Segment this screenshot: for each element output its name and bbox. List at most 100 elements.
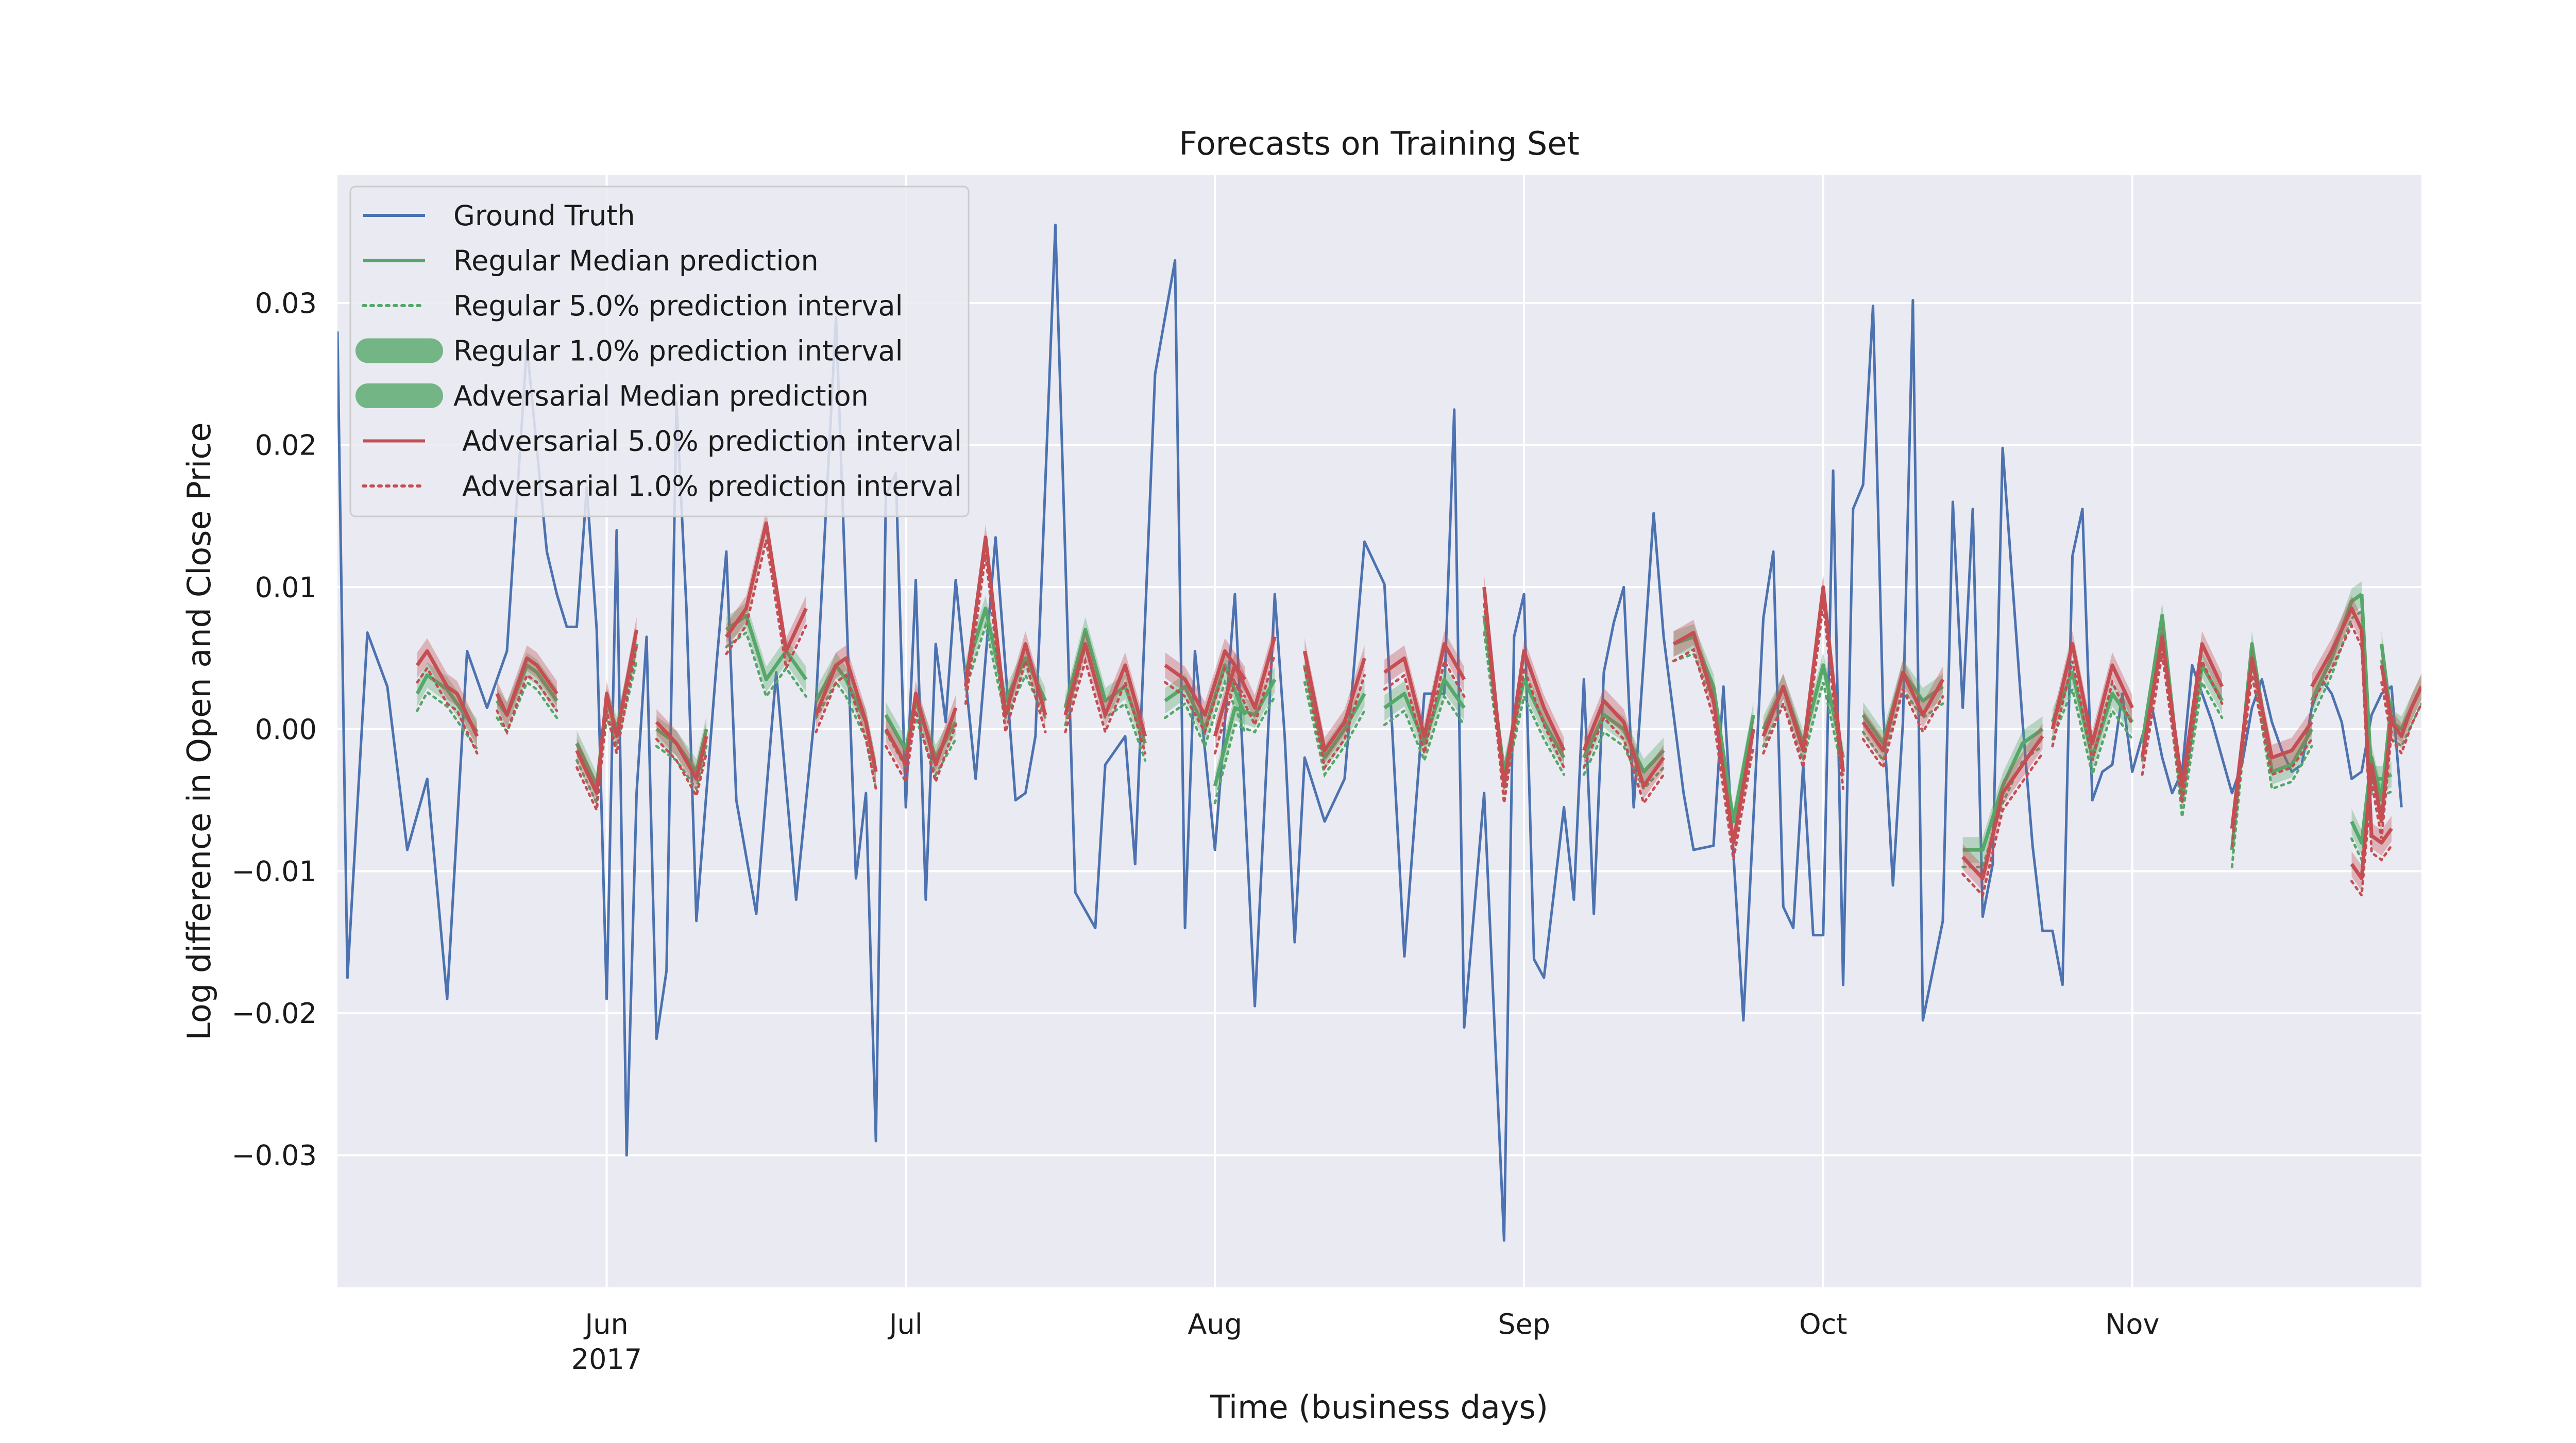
adversarial-interval-line <box>416 665 479 755</box>
regular-interval-line <box>1213 695 1276 804</box>
adversarial-band <box>497 645 557 728</box>
adversarial-band <box>1165 638 1245 728</box>
adversarial-interval-line <box>1213 652 1276 755</box>
regular-interval-line <box>655 745 708 792</box>
adversarial-band <box>2052 631 2132 757</box>
adversarial-interval-line <box>1861 685 1944 771</box>
adversarial-band <box>2312 595 2362 699</box>
legend-entry: Regular 1.0% prediction interval <box>355 335 903 367</box>
adversarial-interval-line <box>1383 657 1466 754</box>
regular-band <box>1384 666 1464 757</box>
y-tick-label: −0.02 <box>232 997 317 1030</box>
adversarial-interval-line <box>1303 666 1366 771</box>
adversarial-interval-line <box>1064 656 1147 755</box>
x-axis-label: Time (business days) <box>1210 1388 1548 1426</box>
y-axis-label: Log difference in Open and Close Price <box>180 422 218 1040</box>
legend-entry: Regular 5.0% prediction interval <box>362 290 903 322</box>
legend-label: Regular 5.0% prediction interval <box>453 290 903 322</box>
regular-interval-line <box>1961 745 2044 868</box>
legend-entry: Adversarial 1.0% prediction interval <box>362 470 962 502</box>
regular-band <box>1584 702 1664 785</box>
y-tick-label: −0.01 <box>232 855 317 887</box>
adversarial-interval-line <box>1672 647 1755 860</box>
adversarial-band <box>1065 631 1145 749</box>
x-tick-sublabel: 2017 <box>571 1343 642 1375</box>
adversarial-interval-line <box>815 673 877 791</box>
regular-interval-line <box>1483 631 1566 790</box>
regular-interval-line <box>1582 730 1665 792</box>
regular-interval-line <box>815 680 877 791</box>
x-tick-label: Nov <box>2105 1308 2159 1340</box>
adversarial-band <box>417 638 477 749</box>
adversarial-interval-line <box>2141 653 2224 803</box>
x-tick-label: Sep <box>1498 1308 1550 1340</box>
regular-interval-line <box>1303 681 1366 778</box>
regular-median-line <box>1213 678 1277 786</box>
regular-interval-line <box>416 690 479 750</box>
regular-median-line <box>1962 728 2044 852</box>
regular-interval-line <box>885 713 957 778</box>
adversarial-median-line <box>1761 585 1845 772</box>
adversarial-median-line <box>415 649 479 737</box>
regular-interval-line <box>1163 678 1246 750</box>
adversarial-interval-line <box>2310 622 2363 705</box>
adversarial-median-line <box>2350 714 2394 880</box>
adversarial-interval-line <box>1961 752 2044 898</box>
legend-entry: Regular Median prediction <box>363 245 819 277</box>
adversarial-median-line <box>1164 649 1247 717</box>
x-tick-label: Oct <box>1799 1308 1847 1340</box>
adversarial-median-line <box>1383 642 1466 739</box>
adversarial-interval-line <box>655 737 708 800</box>
adversarial-median-line <box>495 656 558 717</box>
regular-band <box>1673 624 1754 834</box>
regular-interval-line <box>964 620 1047 722</box>
adversarial-median-line <box>2380 665 2421 739</box>
legend-swatch <box>355 338 443 363</box>
adversarial-interval-line <box>2380 681 2421 757</box>
legend-swatch <box>355 383 443 408</box>
regular-band <box>816 652 876 785</box>
series-ground-truth <box>337 224 2403 1242</box>
adversarial-median-line <box>1672 631 1755 845</box>
adversarial-median-line <box>575 629 639 795</box>
legend-label: Ground Truth <box>453 199 635 232</box>
x-tick-label: Aug <box>1188 1308 1242 1340</box>
adversarial-median-line <box>2050 642 2134 745</box>
regular-band <box>1215 666 1275 799</box>
adversarial-median-line <box>2360 629 2393 845</box>
regular-band <box>1165 652 1245 742</box>
y-tick-label: 0.01 <box>255 571 317 603</box>
adversarial-median-line <box>1582 699 1665 788</box>
y-tick-label: 0.00 <box>255 713 317 746</box>
regular-interval-line <box>2051 685 2134 780</box>
adversarial-interval-line <box>496 673 558 736</box>
regular-band <box>1763 652 1843 770</box>
regular-median-line <box>1383 677 1466 745</box>
legend-label: Adversarial 1.0% prediction interval <box>453 470 962 502</box>
adversarial-median-line <box>1063 642 1147 737</box>
regular-interval-line <box>1383 693 1466 764</box>
regular-band <box>417 662 477 745</box>
adversarial-median-line <box>2310 607 2364 687</box>
adversarial-median-line <box>1961 735 2044 880</box>
regular-interval-line <box>2310 610 2363 719</box>
legend-items: Ground Truth Regular Median prediction Reg… <box>355 199 962 502</box>
regular-interval-line <box>725 630 808 700</box>
adversarial-median-line <box>1482 586 1566 788</box>
y-tick-label: 0.03 <box>255 287 317 320</box>
legend-entry: Ground Truth <box>363 199 635 232</box>
regular-median-line <box>1673 635 1755 824</box>
adversarial-median-line <box>963 535 1047 717</box>
regular-median-line <box>1582 713 1665 774</box>
legend-box <box>349 186 970 517</box>
legend-label: Regular Median prediction <box>453 245 819 277</box>
adversarial-median-line <box>655 720 708 781</box>
adversarial-median-line <box>814 656 878 773</box>
adversarial-median-line <box>1213 636 1277 737</box>
adversarial-interval-line <box>2051 661 2134 761</box>
adversarial-interval-line <box>725 540 808 673</box>
y-tick-label: 0.02 <box>255 429 317 462</box>
series-layer <box>337 224 2421 1242</box>
